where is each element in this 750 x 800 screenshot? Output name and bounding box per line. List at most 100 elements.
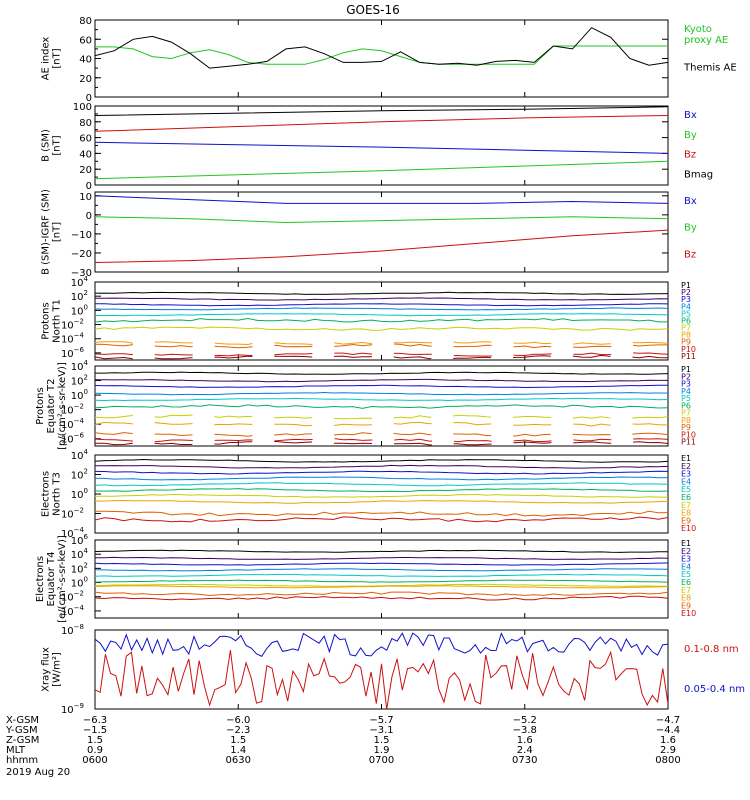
series-line-bx bbox=[95, 141, 668, 154]
channel-label: E3 bbox=[681, 470, 691, 479]
series-line-by bbox=[95, 160, 668, 180]
x-row-value: 0800 bbox=[655, 755, 680, 766]
y-axis-label: Equator T2 bbox=[46, 379, 57, 434]
channel-line-e5 bbox=[95, 573, 668, 577]
x-row-label: Z-GSM bbox=[6, 735, 39, 746]
series-line-kyoto-proxy-ae bbox=[95, 45, 668, 65]
legend-entry: Kyoto bbox=[684, 24, 712, 35]
series-line-bmag bbox=[95, 106, 668, 116]
y-tick-exponent: −2 bbox=[74, 507, 84, 515]
panel-data bbox=[95, 549, 668, 601]
y-tick-label: 10−6 bbox=[61, 346, 85, 360]
x-row-label: MLT bbox=[6, 745, 26, 756]
y-tick-label: 104 bbox=[71, 448, 89, 462]
channel-line-e9 bbox=[95, 591, 668, 597]
channel-line-p8 bbox=[95, 421, 668, 427]
y-tick-label: 10−9 bbox=[61, 702, 84, 716]
y-tick-label: 104 bbox=[71, 547, 89, 561]
y-tick-exponent: 2 bbox=[84, 374, 88, 382]
y-tick-exponent: −2 bbox=[74, 403, 84, 411]
x-row-value: 1.6 bbox=[660, 735, 676, 746]
y-axis-label: Electrons bbox=[35, 556, 46, 602]
x-row-value: 1.5 bbox=[87, 735, 103, 746]
y-tick-label: 100 bbox=[73, 102, 92, 113]
channel-label: E8 bbox=[681, 509, 691, 518]
channel-line-e3 bbox=[95, 470, 668, 475]
y-tick-label: 0 bbox=[86, 93, 92, 104]
channel-line-e3 bbox=[95, 562, 668, 566]
channel-label: P7 bbox=[681, 409, 691, 418]
channel-label: E7 bbox=[681, 586, 691, 595]
legend-entry: proxy AE bbox=[684, 35, 728, 46]
panel-frame bbox=[94, 629, 669, 710]
legend-entry: 0.05-0.4 nm bbox=[684, 684, 745, 695]
y-axis-label: [nT] bbox=[52, 222, 63, 242]
channel-label: E10 bbox=[681, 609, 696, 618]
y-tick-label: 40 bbox=[79, 149, 92, 160]
x-row-value: −6.0 bbox=[226, 715, 250, 726]
y-tick-label: 0 bbox=[86, 181, 92, 192]
channel-label: P7 bbox=[681, 324, 691, 333]
x-row-value: −1.5 bbox=[83, 725, 107, 736]
y-tick-label: 40 bbox=[79, 55, 92, 66]
panel-data bbox=[95, 195, 668, 263]
series-line-bz bbox=[95, 115, 668, 132]
channel-label: P8 bbox=[681, 331, 691, 340]
x-row-value: 0730 bbox=[512, 755, 537, 766]
y-tick-exponent: 6 bbox=[84, 533, 89, 541]
legend-entry: By bbox=[684, 223, 697, 234]
channel-label: P3 bbox=[681, 295, 691, 304]
xray-line-0 bbox=[95, 650, 668, 709]
y-tick-exponent: 0 bbox=[84, 388, 88, 396]
channel-line-p11 bbox=[95, 354, 668, 360]
y-tick-exponent: −9 bbox=[74, 702, 84, 710]
channel-line-p4 bbox=[95, 307, 668, 311]
x-row-value: 1.4 bbox=[230, 745, 246, 756]
date-label: 2019 Aug 20 bbox=[6, 767, 70, 778]
y-tick-exponent: −4 bbox=[74, 332, 85, 340]
x-row-value: −4.7 bbox=[656, 715, 680, 726]
y-tick-label: 10−2 bbox=[61, 318, 84, 332]
y-tick-exponent: 0 bbox=[84, 576, 88, 584]
channel-label: P11 bbox=[681, 438, 696, 447]
panel-frame bbox=[94, 105, 669, 186]
channel-line-e10 bbox=[95, 595, 668, 601]
legend-entry: Bx bbox=[684, 196, 697, 207]
y-tick-exponent: 4 bbox=[84, 448, 89, 456]
y-tick-label: −20 bbox=[71, 249, 92, 260]
y-tick-exponent: −4 bbox=[74, 604, 85, 612]
legend-entry: Bz bbox=[684, 249, 696, 260]
y-tick-exponent: 2 bbox=[84, 561, 88, 569]
y-tick-label: 20 bbox=[79, 74, 92, 85]
x-row-value: −6.3 bbox=[83, 715, 107, 726]
panel-data bbox=[95, 632, 668, 709]
panel-3: −30 −20 −10 0 10 B (SM)-IGRF (SM) [nT] Bx By Bz bbox=[41, 189, 697, 279]
channel-line-e5 bbox=[95, 482, 668, 487]
channel-label: P2 bbox=[681, 288, 691, 297]
channel-label: P8 bbox=[681, 416, 691, 425]
channel-label: P5 bbox=[681, 394, 691, 403]
y-tick-exponent: −4 bbox=[74, 526, 85, 534]
x-axis-table: X-GSM −6.3 −6.0 −5.7 −5.2 −4.7 Y-GSM −1.5 −2.3 −3… bbox=[5, 715, 681, 778]
y-tick-label: 104 bbox=[71, 275, 89, 289]
x-row-value: −5.2 bbox=[513, 715, 537, 726]
channel-line-e2 bbox=[95, 464, 668, 469]
x-row-label: Y-GSM bbox=[5, 725, 38, 736]
panel-data bbox=[95, 27, 668, 69]
channel-label: E6 bbox=[681, 578, 691, 587]
y-tick-label: 80 bbox=[79, 118, 92, 129]
y-tick-exponent: −4 bbox=[74, 417, 85, 425]
y-axis-label: [p/(cm²-s-sr-keV)] bbox=[57, 362, 68, 450]
x-row-value: 2.9 bbox=[660, 745, 676, 756]
channel-label: E9 bbox=[681, 601, 691, 610]
legend-entry: Bz bbox=[684, 150, 696, 161]
channel-line-p6 bbox=[95, 317, 668, 323]
channel-label: E4 bbox=[681, 562, 691, 571]
y-tick-exponent: 4 bbox=[84, 547, 89, 555]
channel-label: P10 bbox=[681, 345, 696, 354]
channel-line-e2 bbox=[95, 556, 668, 560]
y-axis-label: North T3 bbox=[52, 472, 63, 516]
y-axis-label: [nT] bbox=[52, 48, 63, 68]
